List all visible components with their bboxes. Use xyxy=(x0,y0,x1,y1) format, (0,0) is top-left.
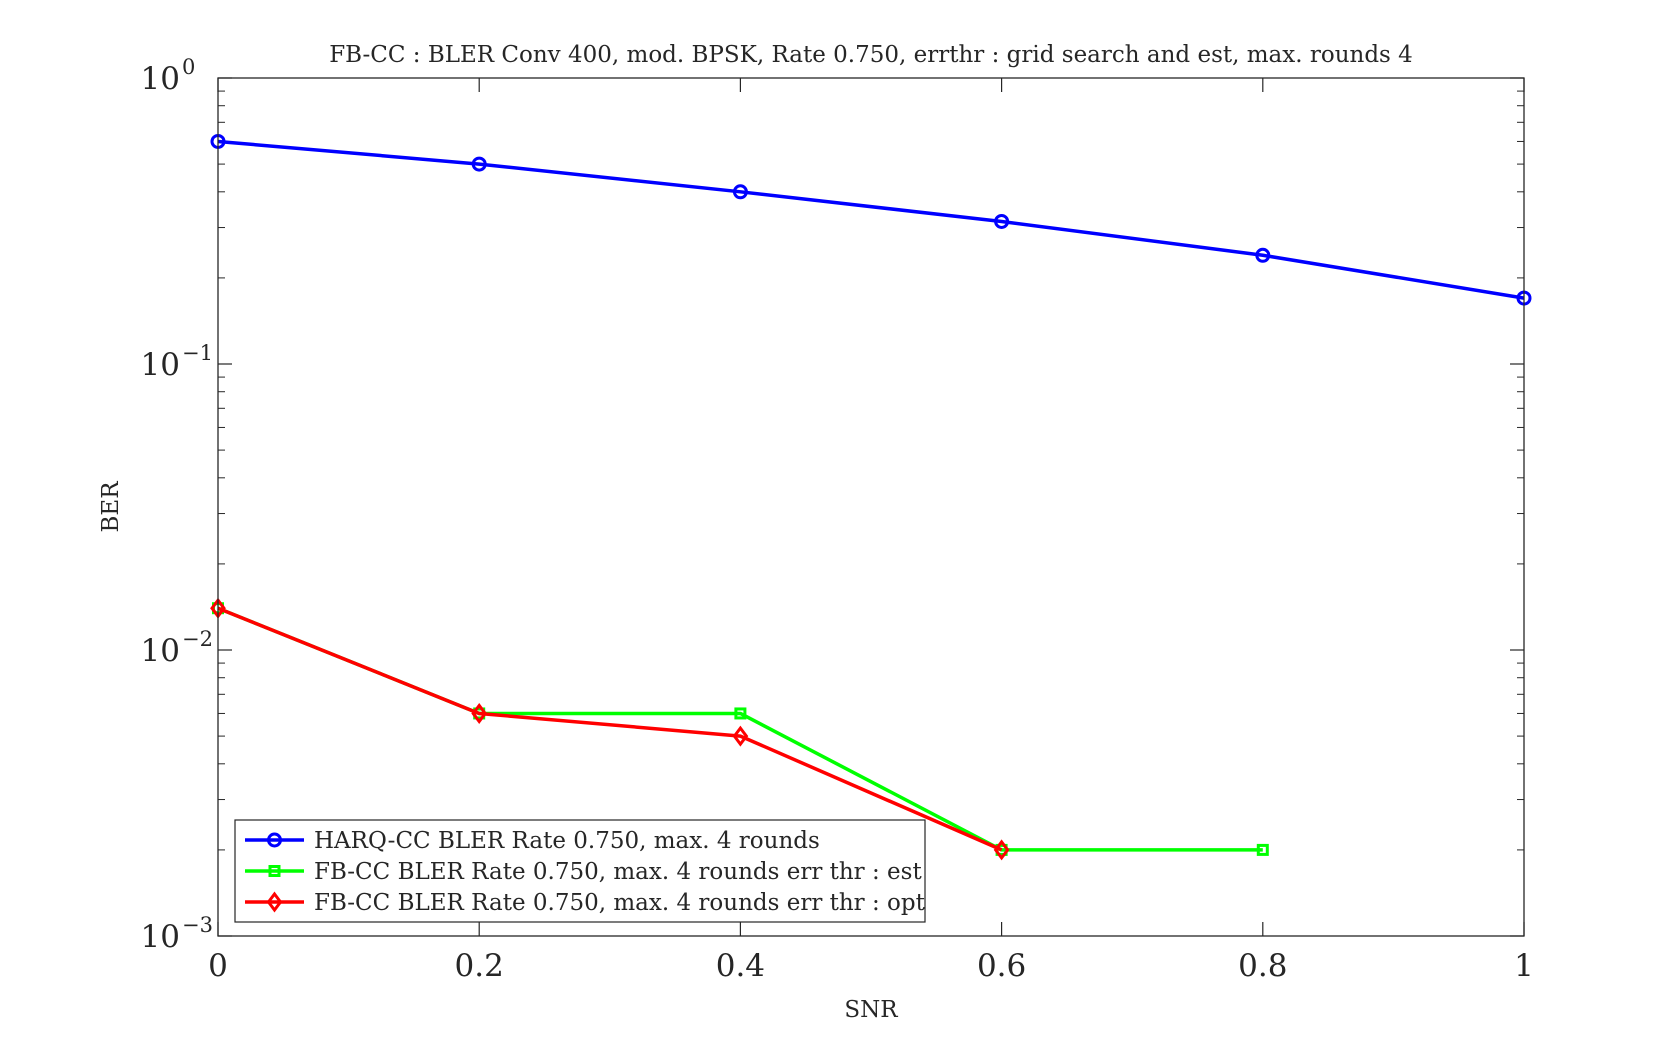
legend-label: FB-CC BLER Rate 0.750, max. 4 rounds err… xyxy=(314,890,926,916)
y-tick-exponent: −3 xyxy=(182,913,213,937)
y-tick-base: 10 xyxy=(141,347,180,383)
x-tick-label: 0.2 xyxy=(455,948,504,984)
legend: HARQ-CC BLER Rate 0.750, max. 4 rounds FB… xyxy=(234,819,926,923)
series-line xyxy=(217,139,1525,300)
y-tick-exponent: −1 xyxy=(182,341,213,365)
data-point-circle xyxy=(994,213,1010,229)
y-tick-label: 10 −1 xyxy=(141,341,213,383)
data-point-circle xyxy=(471,156,487,172)
y-tick-label: 10 −2 xyxy=(141,627,213,669)
legend-swatch-marker xyxy=(266,891,283,913)
legend-item: FB-CC BLER Rate 0.750, max. 4 rounds err… xyxy=(245,859,922,885)
data-point-diamond xyxy=(471,702,488,724)
x-tick-label: 0.8 xyxy=(1238,948,1287,984)
data-point-circle xyxy=(1255,247,1271,263)
legend-item: HARQ-CC BLER Rate 0.750, max. 4 rounds xyxy=(245,828,820,854)
series-3 xyxy=(210,597,1010,861)
legend-swatch-marker xyxy=(267,832,282,848)
data-point-circle xyxy=(732,184,748,200)
legend-item: FB-CC BLER Rate 0.750, max. 4 rounds err… xyxy=(245,890,926,916)
data-point-diamond xyxy=(732,725,749,747)
y-tick-base: 10 xyxy=(141,919,180,955)
series-line xyxy=(217,606,1003,852)
legend-label: FB-CC BLER Rate 0.750, max. 4 rounds err… xyxy=(314,859,922,885)
legend-label: HARQ-CC BLER Rate 0.750, max. 4 rounds xyxy=(314,828,820,854)
x-tick-label: 0.4 xyxy=(716,948,765,984)
y-tick-label: 10 0 xyxy=(141,55,196,97)
chart-title: FB-CC : BLER Conv 400, mod. BPSK, Rate 0… xyxy=(329,42,1413,68)
legend-box xyxy=(234,819,926,923)
x-tick-label: 0.6 xyxy=(977,948,1026,984)
series-1 xyxy=(210,133,1532,306)
data-point-square xyxy=(734,707,747,720)
y-tick-exponent: 0 xyxy=(182,55,195,79)
x-axis-label: SNR xyxy=(844,997,898,1023)
data-point-diamond xyxy=(993,839,1010,861)
legend-swatch-marker xyxy=(268,865,281,877)
y-tick-base: 10 xyxy=(141,633,180,669)
x-tick-labels: 0 0.2 0.4 0.6 0.8 1 xyxy=(208,948,1534,984)
x-tick-label: 1 xyxy=(1514,948,1534,984)
x-tick-label: 0 xyxy=(208,948,228,984)
y-tick-exponent: −2 xyxy=(182,627,213,651)
series-layer xyxy=(210,133,1532,861)
minor-ticks xyxy=(218,90,1524,851)
y-tick-base: 10 xyxy=(141,61,180,97)
y-tick-label: 10 −3 xyxy=(141,913,213,955)
data-point-square xyxy=(1256,843,1269,856)
plot-frame xyxy=(217,77,1525,937)
y-axis-label: BER xyxy=(98,481,124,533)
